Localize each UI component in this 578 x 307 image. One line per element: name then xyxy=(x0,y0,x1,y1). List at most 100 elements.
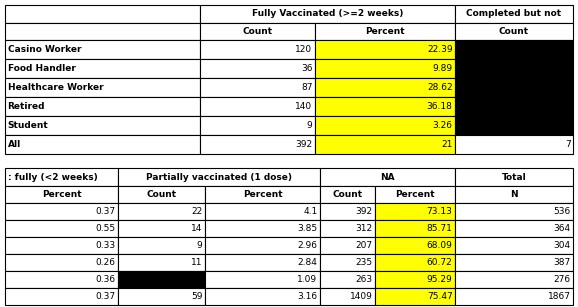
Text: Percent: Percent xyxy=(395,190,435,199)
Text: Student: Student xyxy=(8,121,48,130)
Bar xyxy=(118,237,205,254)
Text: 3.85: 3.85 xyxy=(297,224,317,233)
Bar xyxy=(455,220,573,237)
Bar xyxy=(320,237,375,254)
Text: 95.29: 95.29 xyxy=(427,275,453,284)
Bar xyxy=(455,271,573,288)
Text: 36.18: 36.18 xyxy=(427,102,453,111)
Bar xyxy=(375,203,455,220)
Text: 87: 87 xyxy=(301,83,313,92)
Text: : fully (<2 weeks): : fully (<2 weeks) xyxy=(8,173,97,181)
Text: 120: 120 xyxy=(295,45,313,54)
Bar xyxy=(455,203,573,220)
Text: 60.72: 60.72 xyxy=(427,258,453,267)
Bar xyxy=(5,59,200,78)
Text: 21: 21 xyxy=(441,140,453,149)
Text: NA: NA xyxy=(380,173,395,181)
Text: 2.96: 2.96 xyxy=(298,241,317,250)
Bar xyxy=(5,254,118,271)
Text: 0.37: 0.37 xyxy=(95,292,116,301)
Bar xyxy=(320,254,375,271)
Text: 140: 140 xyxy=(295,102,313,111)
Bar xyxy=(118,254,205,271)
Text: Retired: Retired xyxy=(8,102,45,111)
Bar xyxy=(455,288,573,305)
Text: 68.09: 68.09 xyxy=(427,241,453,250)
Bar xyxy=(315,116,455,135)
Text: Percent: Percent xyxy=(365,27,405,36)
Bar xyxy=(455,135,573,154)
Bar xyxy=(205,288,320,305)
Text: 304: 304 xyxy=(553,241,570,250)
Bar xyxy=(315,23,455,40)
Text: 312: 312 xyxy=(355,224,372,233)
Bar xyxy=(205,220,320,237)
Bar xyxy=(200,5,455,23)
Text: 9.89: 9.89 xyxy=(432,64,453,73)
Bar xyxy=(455,78,573,97)
Bar xyxy=(5,168,118,186)
Bar xyxy=(205,237,320,254)
Text: Count: Count xyxy=(332,190,362,199)
Bar xyxy=(200,40,315,59)
Bar xyxy=(5,237,118,254)
Bar xyxy=(455,237,573,254)
Bar xyxy=(5,288,118,305)
Text: 235: 235 xyxy=(355,258,372,267)
Bar xyxy=(5,23,200,40)
Text: All: All xyxy=(8,140,21,149)
Bar xyxy=(455,40,573,59)
Bar xyxy=(315,40,455,59)
Bar xyxy=(320,186,375,203)
Bar xyxy=(315,78,455,97)
Bar xyxy=(5,135,200,154)
Text: 1.09: 1.09 xyxy=(297,275,317,284)
Text: Percent: Percent xyxy=(42,190,81,199)
Text: 4.1: 4.1 xyxy=(303,207,317,216)
Bar xyxy=(320,220,375,237)
Bar xyxy=(5,271,118,288)
Bar xyxy=(200,135,315,154)
Bar xyxy=(200,59,315,78)
Bar xyxy=(205,254,320,271)
Bar xyxy=(320,203,375,220)
Bar xyxy=(320,271,375,288)
Bar xyxy=(200,97,315,116)
Bar xyxy=(5,40,200,59)
Text: 11: 11 xyxy=(191,258,202,267)
Text: 75.47: 75.47 xyxy=(427,292,453,301)
Bar xyxy=(205,186,320,203)
Bar xyxy=(200,23,315,40)
Text: 0.33: 0.33 xyxy=(95,241,116,250)
Bar xyxy=(455,23,573,40)
Text: 387: 387 xyxy=(553,258,570,267)
Text: 276: 276 xyxy=(553,275,570,284)
Bar xyxy=(200,116,315,135)
Bar xyxy=(118,168,320,186)
Bar xyxy=(375,288,455,305)
Bar xyxy=(375,186,455,203)
Text: 0.55: 0.55 xyxy=(95,224,116,233)
Text: 1409: 1409 xyxy=(350,292,372,301)
Bar xyxy=(375,271,455,288)
Bar xyxy=(118,186,205,203)
Text: 536: 536 xyxy=(553,207,570,216)
Text: Healthcare Worker: Healthcare Worker xyxy=(8,83,103,92)
Text: Percent: Percent xyxy=(243,190,282,199)
Bar xyxy=(118,203,205,220)
Bar xyxy=(5,116,200,135)
Text: 3.26: 3.26 xyxy=(432,121,453,130)
Bar xyxy=(118,271,205,288)
Text: Partially vaccinated (1 dose): Partially vaccinated (1 dose) xyxy=(146,173,292,181)
Text: 28.62: 28.62 xyxy=(427,83,453,92)
Bar xyxy=(375,220,455,237)
Text: 392: 392 xyxy=(295,140,313,149)
Bar xyxy=(375,237,455,254)
Text: 0.37: 0.37 xyxy=(95,207,116,216)
Text: 9: 9 xyxy=(197,241,202,250)
Text: 22: 22 xyxy=(191,207,202,216)
Text: N: N xyxy=(510,190,518,199)
Bar xyxy=(455,254,573,271)
Bar xyxy=(455,5,573,23)
Bar xyxy=(455,97,573,116)
